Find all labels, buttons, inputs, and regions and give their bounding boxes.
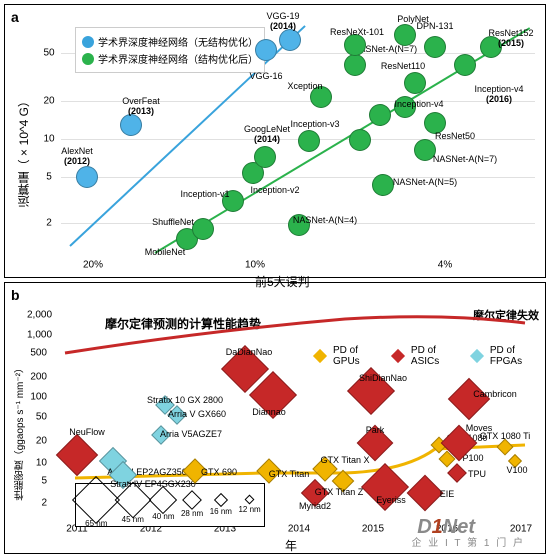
legend-a: 学术界深度神经网络（无结构优化）学术界深度神经网络（结构优化后） [75,27,265,73]
legend-b: PD of GPUsPD of ASICsPD of FPGAs [315,343,545,369]
chart-b-area: 251020501002005001,0002,0002011201220132… [5,283,545,553]
panel-b: b 251020501002005001,0002,00020112012201… [4,282,546,554]
chart-a-area: 2510205020%10%4%运算量（×10^4 G）前5大误判学术界深度神经… [5,5,545,277]
watermark-sub: 企 业 I T 第 1 门 户 [411,534,525,549]
panel-a: a 2510205020%10%4%运算量（×10^4 G）前5大误判学术界深度… [4,4,546,278]
